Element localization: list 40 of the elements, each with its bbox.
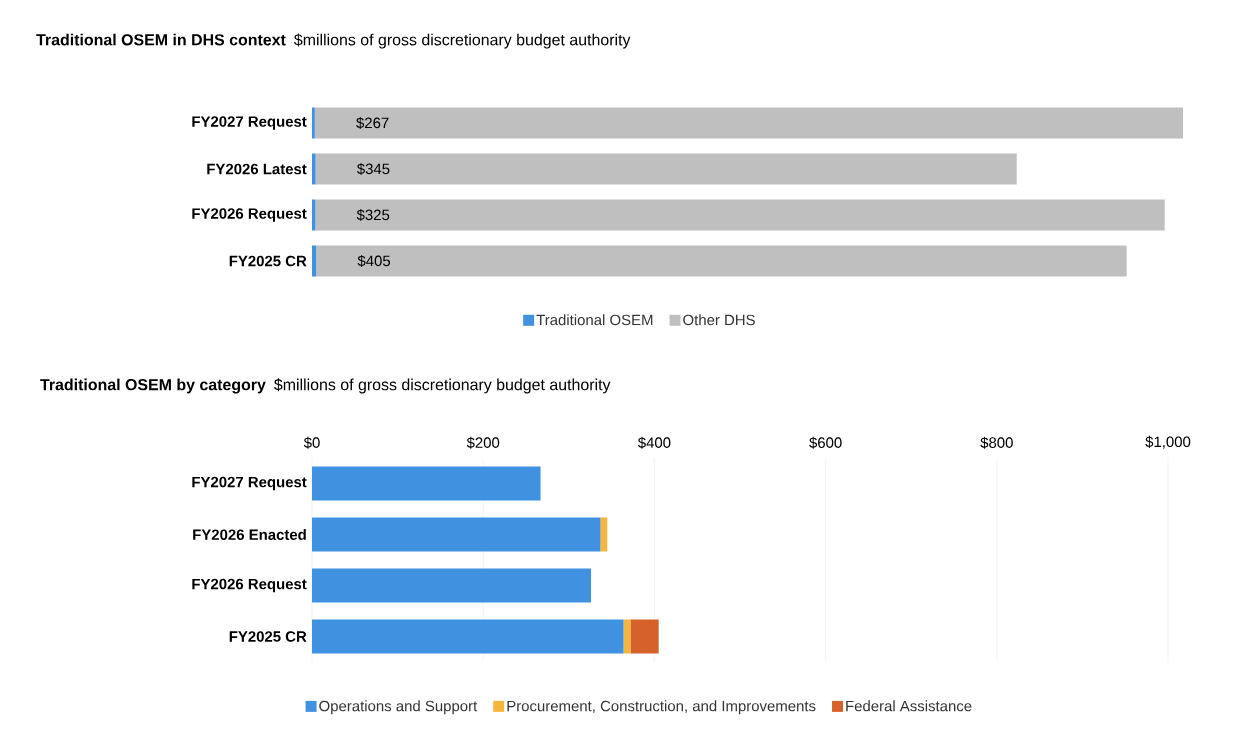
- x-tick-label: $200: [466, 436, 500, 449]
- chart-subtitle: $millions of gross discretionary budget authority: [294, 33, 631, 49]
- bar: [312, 153, 316, 185]
- bar: [315, 199, 1165, 231]
- bar: [312, 245, 317, 277]
- legend-label: Procurement, Construction, and Improvements: [507, 700, 816, 715]
- y-tick-label: FY2025 CR: [229, 631, 307, 642]
- legend-label: Other DHS: [683, 314, 755, 326]
- legend-label: Operations and Support: [319, 700, 478, 715]
- y-tick-label: FY2026 Request: [192, 208, 307, 222]
- data-label: $405: [357, 254, 391, 268]
- legend-label: Federal Assistance: [846, 700, 972, 712]
- x-tick-label: $0: [303, 436, 320, 449]
- legend-label: Traditional OSEM: [536, 314, 653, 326]
- y-tick-label: FY2026 Request: [192, 578, 307, 593]
- bar: [312, 568, 592, 603]
- x-tick-label: $800: [980, 436, 1013, 449]
- bar: [630, 619, 659, 654]
- bar: [312, 517, 601, 552]
- x-tick-label: $600: [809, 436, 842, 449]
- bar: [600, 517, 608, 552]
- bar: [312, 466, 541, 501]
- text: Traditional OSEM by category: [40, 378, 266, 394]
- bar: [312, 107, 315, 139]
- x-tick-label: $400: [637, 436, 671, 449]
- text: Traditional OSEM in DHS context: [36, 33, 286, 46]
- data-label: $345: [356, 162, 390, 176]
- data-label: $267: [356, 116, 389, 130]
- x-tick-label: $1,000: [1145, 435, 1191, 449]
- bar: [316, 245, 1127, 277]
- y-tick-label: FY2026 Enacted: [193, 529, 306, 540]
- bar: [312, 619, 624, 654]
- y-tick-label: FY2025 CR: [229, 255, 307, 267]
- bar: [315, 153, 1017, 185]
- chart-subtitle: $millions of gross discretionary budget authority: [274, 378, 611, 394]
- y-tick-label: FY2026 Latest: [207, 163, 307, 175]
- data-label: $325: [356, 208, 390, 222]
- y-tick-label: FY2027 Request: [192, 116, 307, 130]
- y-tick-label: FY2027 Request: [192, 476, 307, 491]
- bar: [314, 107, 1184, 139]
